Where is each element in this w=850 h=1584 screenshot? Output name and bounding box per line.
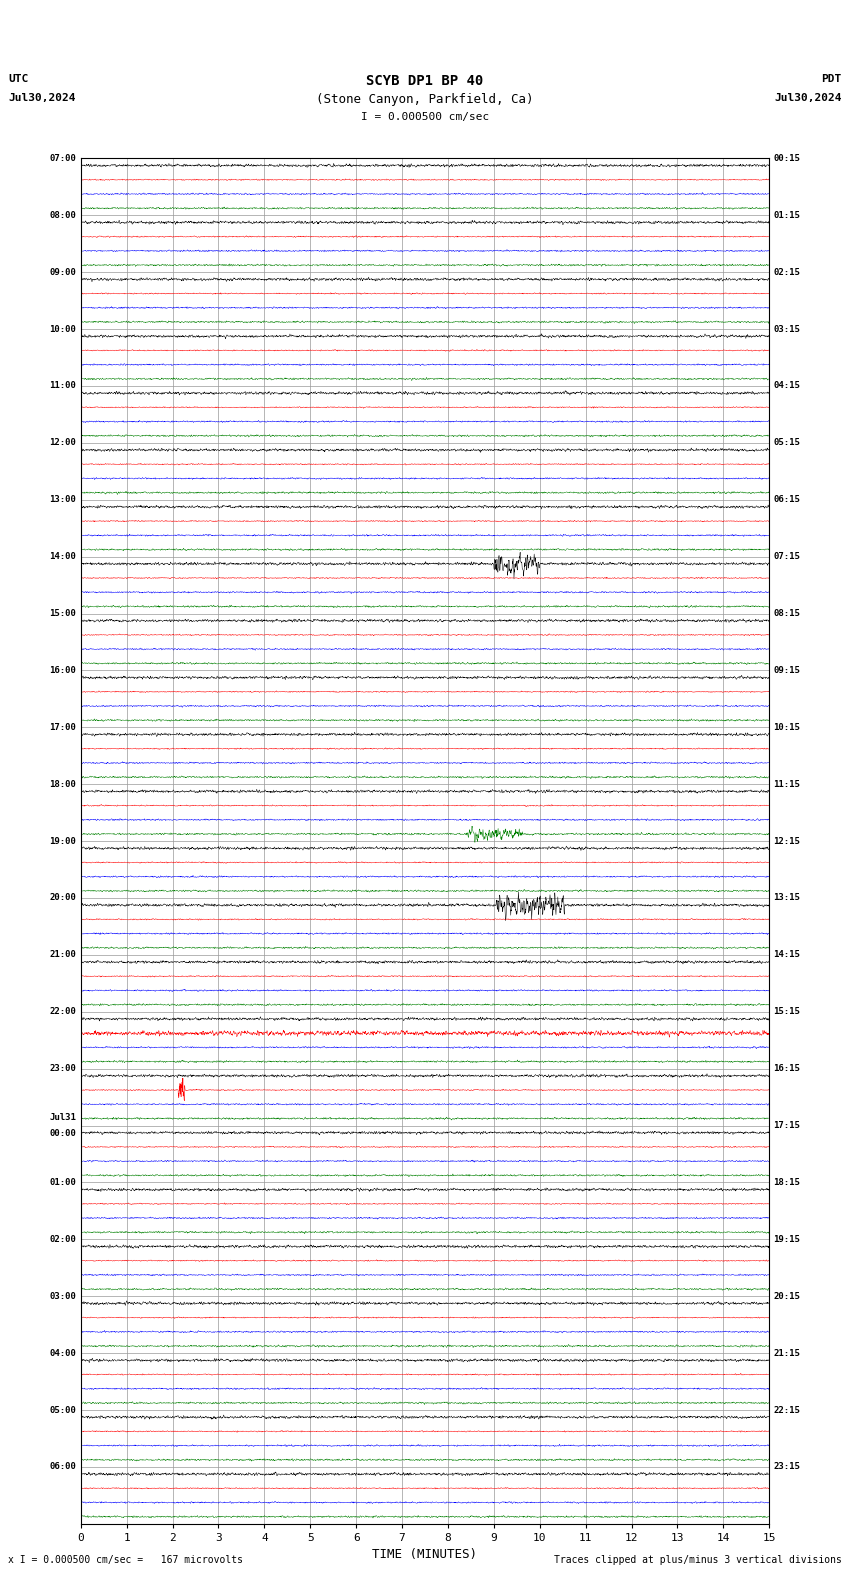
Text: 11:15: 11:15 xyxy=(774,779,801,789)
Text: 22:15: 22:15 xyxy=(774,1405,801,1415)
Text: UTC: UTC xyxy=(8,74,29,84)
Text: SCYB DP1 BP 40: SCYB DP1 BP 40 xyxy=(366,74,484,89)
Text: 03:15: 03:15 xyxy=(774,325,801,334)
Text: 01:00: 01:00 xyxy=(49,1178,76,1186)
Text: 07:00: 07:00 xyxy=(49,154,76,163)
Text: 13:15: 13:15 xyxy=(774,893,801,903)
Text: 09:00: 09:00 xyxy=(49,268,76,277)
Text: 13:00: 13:00 xyxy=(49,496,76,504)
Text: 15:00: 15:00 xyxy=(49,608,76,618)
Text: 22:00: 22:00 xyxy=(49,1007,76,1017)
Text: 21:00: 21:00 xyxy=(49,950,76,960)
Text: 14:00: 14:00 xyxy=(49,553,76,561)
Text: Jul30,2024: Jul30,2024 xyxy=(8,93,76,103)
Text: 04:00: 04:00 xyxy=(49,1348,76,1357)
Text: 04:15: 04:15 xyxy=(774,382,801,391)
Text: 06:00: 06:00 xyxy=(49,1462,76,1472)
Text: 18:00: 18:00 xyxy=(49,779,76,789)
Text: 21:15: 21:15 xyxy=(774,1348,801,1357)
Text: 02:15: 02:15 xyxy=(774,268,801,277)
Text: 15:15: 15:15 xyxy=(774,1007,801,1017)
Text: 19:00: 19:00 xyxy=(49,836,76,846)
Text: 10:15: 10:15 xyxy=(774,722,801,732)
Text: Jul30,2024: Jul30,2024 xyxy=(774,93,842,103)
Text: 05:15: 05:15 xyxy=(774,439,801,447)
Text: 08:00: 08:00 xyxy=(49,211,76,220)
Text: 23:00: 23:00 xyxy=(49,1064,76,1074)
Text: 08:15: 08:15 xyxy=(774,608,801,618)
Text: 18:15: 18:15 xyxy=(774,1178,801,1186)
Text: 03:00: 03:00 xyxy=(49,1291,76,1300)
Text: 19:15: 19:15 xyxy=(774,1236,801,1243)
Text: (Stone Canyon, Parkfield, Ca): (Stone Canyon, Parkfield, Ca) xyxy=(316,93,534,106)
Text: PDT: PDT xyxy=(821,74,842,84)
Text: 23:15: 23:15 xyxy=(774,1462,801,1472)
Text: I = 0.000500 cm/sec: I = 0.000500 cm/sec xyxy=(361,112,489,122)
Text: 00:00: 00:00 xyxy=(49,1129,76,1137)
Text: 05:00: 05:00 xyxy=(49,1405,76,1415)
Text: 17:00: 17:00 xyxy=(49,722,76,732)
Text: 12:00: 12:00 xyxy=(49,439,76,447)
Text: 16:15: 16:15 xyxy=(774,1064,801,1074)
Text: 07:15: 07:15 xyxy=(774,553,801,561)
Text: 06:15: 06:15 xyxy=(774,496,801,504)
Text: 16:00: 16:00 xyxy=(49,665,76,675)
Text: 12:15: 12:15 xyxy=(774,836,801,846)
Text: x I = 0.000500 cm/sec =   167 microvolts: x I = 0.000500 cm/sec = 167 microvolts xyxy=(8,1555,243,1565)
Text: Traces clipped at plus/minus 3 vertical divisions: Traces clipped at plus/minus 3 vertical … xyxy=(553,1555,842,1565)
Text: 20:15: 20:15 xyxy=(774,1291,801,1300)
Text: 02:00: 02:00 xyxy=(49,1236,76,1243)
Text: 17:15: 17:15 xyxy=(774,1121,801,1129)
X-axis label: TIME (MINUTES): TIME (MINUTES) xyxy=(372,1549,478,1562)
Text: 11:00: 11:00 xyxy=(49,382,76,391)
Text: 20:00: 20:00 xyxy=(49,893,76,903)
Text: 10:00: 10:00 xyxy=(49,325,76,334)
Text: 00:15: 00:15 xyxy=(774,154,801,163)
Text: 01:15: 01:15 xyxy=(774,211,801,220)
Text: Jul31: Jul31 xyxy=(49,1114,76,1123)
Text: 14:15: 14:15 xyxy=(774,950,801,960)
Text: 09:15: 09:15 xyxy=(774,665,801,675)
